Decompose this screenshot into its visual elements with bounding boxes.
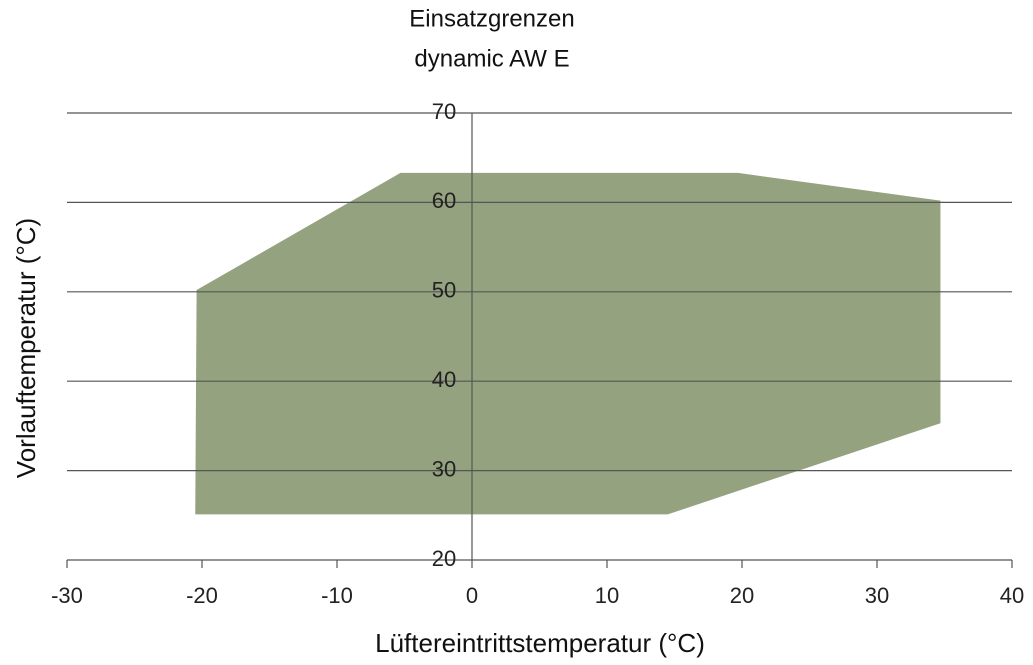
- x-tick-label: -10: [321, 583, 353, 608]
- y-axis-title: Vorlauftemperatur (°C): [11, 218, 41, 478]
- x-tick-label: -20: [186, 583, 218, 608]
- y-tick-label: 70: [432, 99, 456, 124]
- x-tick-label: 30: [865, 583, 889, 608]
- x-axis-title: Lüftereintrittstemperatur (°C): [375, 628, 705, 658]
- y-tick-label: 20: [432, 546, 456, 571]
- chart-subtitle: dynamic AW E: [414, 45, 569, 72]
- y-tick-label: 40: [432, 367, 456, 392]
- chart-title: Einsatzgrenzen: [409, 5, 574, 32]
- y-tick-label: 60: [432, 188, 456, 213]
- y-tick-label: 50: [432, 278, 456, 303]
- y-tick-label: 30: [432, 456, 456, 481]
- x-tick-label: 0: [466, 583, 478, 608]
- x-tick-label: 20: [730, 583, 754, 608]
- area: [195, 172, 941, 515]
- x-tick-label: 40: [1000, 583, 1024, 608]
- x-tick-label: 10: [595, 583, 619, 608]
- x-tick-label: -30: [51, 583, 83, 608]
